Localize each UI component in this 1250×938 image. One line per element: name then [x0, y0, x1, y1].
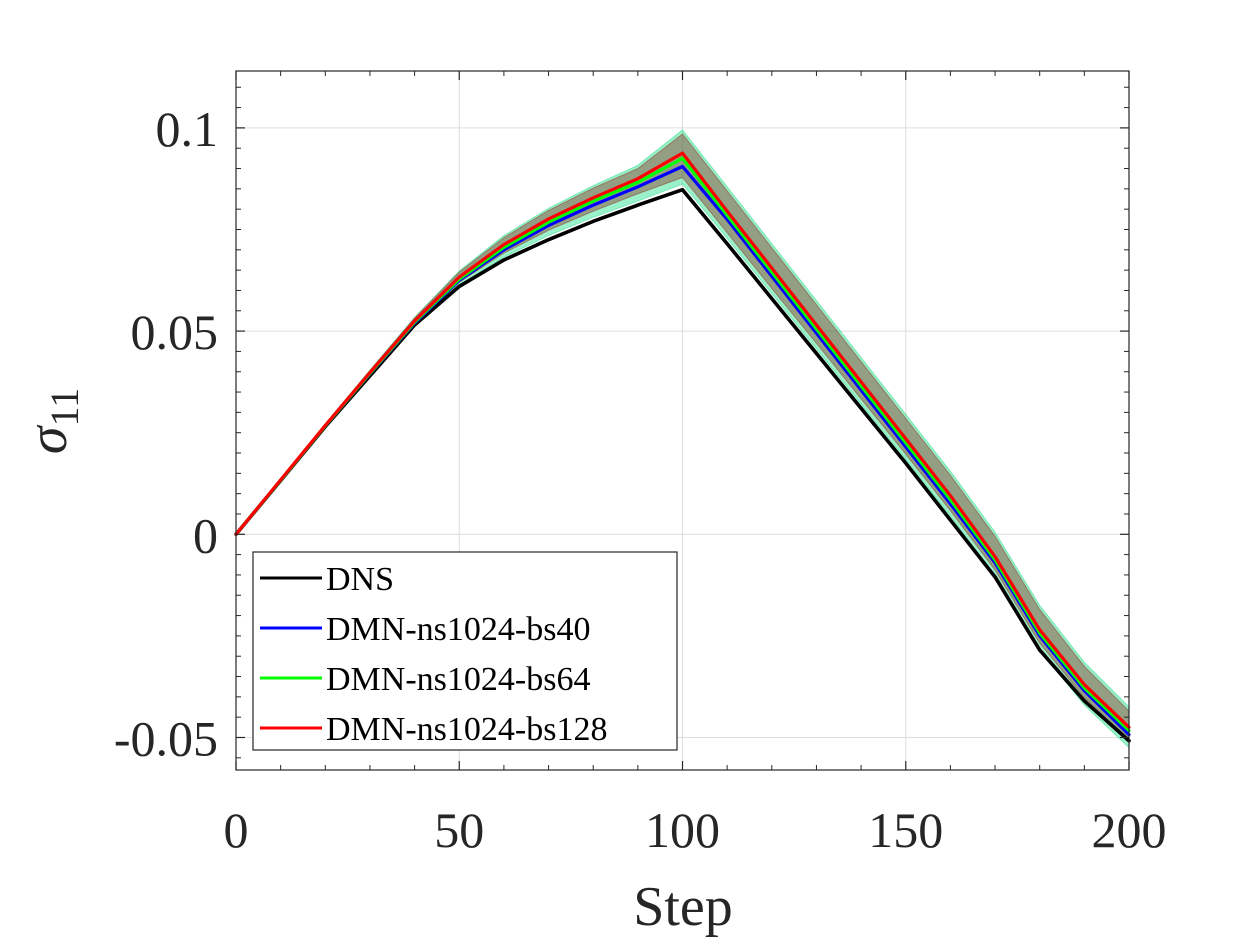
legend: DNS DMN-ns1024-bs40 DMN-ns1024-bs64 DMN-…	[252, 551, 678, 751]
legend-label-bs64: DMN-ns1024-bs64	[326, 661, 590, 698]
y-axis-title: σ11	[17, 388, 87, 454]
y-tick-labels: -0.05 0 0.05 0.1	[114, 101, 218, 767]
legend-label-bs128: DMN-ns1024-bs128	[326, 711, 607, 748]
y-tick-label: -0.05	[114, 710, 218, 766]
y-tick-label: 0	[193, 507, 218, 563]
legend-box	[252, 551, 678, 751]
legend-item-dns: DNS	[260, 561, 394, 598]
x-axis-title: Step	[633, 876, 733, 938]
x-tick-label: 200	[1092, 802, 1167, 858]
legend-label-dns: DNS	[326, 561, 394, 598]
x-tick-label: 150	[868, 802, 943, 858]
x-tick-label: 100	[645, 802, 720, 858]
x-tick-label: 50	[434, 802, 484, 858]
legend-item-bs40: DMN-ns1024-bs40	[260, 611, 590, 648]
series-lines	[234, 151, 1131, 743]
y-tick-label: 0.05	[131, 304, 219, 360]
y-axis-title-symbol: σ	[17, 424, 79, 454]
y-axis-title-subscript: 11	[42, 388, 87, 427]
legend-label-bs40: DMN-ns1024-bs40	[326, 611, 590, 648]
y-tick-label: 0.1	[156, 101, 219, 157]
legend-item-bs128: DMN-ns1024-bs128	[260, 711, 607, 748]
svg-text:σ11: σ11	[17, 388, 87, 454]
x-tick-labels: 0 50 100 150 200	[224, 802, 1167, 858]
series-line-dmn-ns1024-bs128	[234, 151, 1131, 729]
axis-ticks	[235, 71, 1130, 770]
legend-item-bs64: DMN-ns1024-bs64	[260, 661, 590, 698]
x-tick-label: 0	[224, 802, 249, 858]
